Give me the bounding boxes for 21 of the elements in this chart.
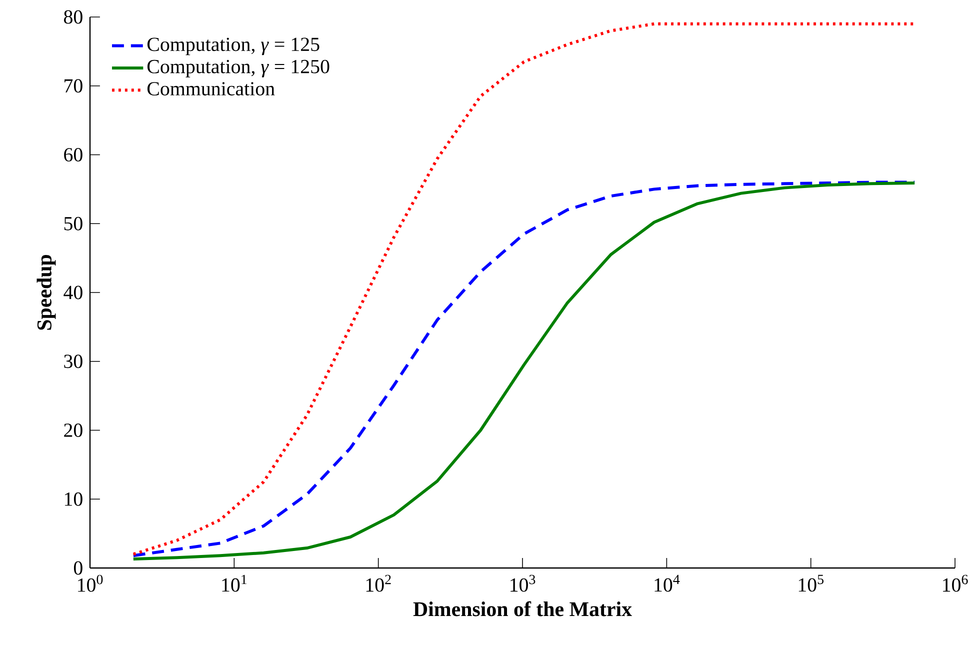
y-tick-label: 80 — [64, 10, 82, 24]
y-tick-label: 0 — [74, 561, 82, 575]
y-tick-label: 70 — [64, 79, 82, 93]
y-tick-label: 20 — [64, 424, 82, 437]
legend-label: Communication — [147, 82, 275, 96]
y-axis-title: Speedup — [36, 254, 56, 330]
y-tick-label: 50 — [64, 216, 82, 230]
x-tick-label: 10$^{2}$ — [366, 574, 391, 592]
x-tick-label: 10$^{1}$ — [222, 574, 247, 592]
x-axis-title: Dimension of the Matrix — [413, 601, 632, 616]
x-tick-label: 10$^{5}$ — [798, 574, 824, 592]
legend-label: Computation, γ = 1250 — [147, 60, 330, 78]
x-tick-label: 10$^{3}$ — [510, 574, 536, 592]
x-tick-label: 10$^{6}$ — [943, 574, 968, 592]
x-tick-label: 10$^{0}$ — [78, 574, 103, 592]
y-tick-label: 30 — [64, 354, 82, 368]
y-tick-label: 40 — [64, 286, 82, 300]
x-tick-label: 10$^{4}$ — [654, 574, 680, 592]
legend-label: Computation, γ = 125 — [147, 38, 320, 56]
y-tick-label: 60 — [64, 148, 82, 162]
y-tick-label: 10 — [64, 492, 82, 506]
